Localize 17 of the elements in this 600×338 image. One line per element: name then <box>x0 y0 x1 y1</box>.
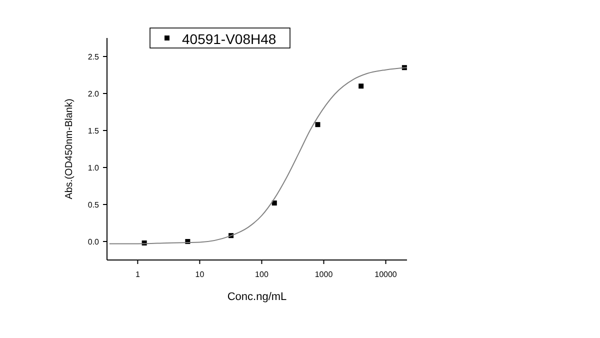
y-tick-label: 1.0 <box>88 164 100 172</box>
x-tick-label: 100 <box>255 270 269 279</box>
x-axis-title: Conc.ng/mL <box>227 291 287 303</box>
x-tick-label: 1000 <box>314 270 334 279</box>
point <box>315 122 320 128</box>
legend-label: 40591-V08H48 <box>182 31 276 47</box>
x-tick-label: 10 <box>195 270 205 279</box>
point <box>358 84 364 89</box>
point <box>272 200 277 206</box>
x-tick-label: 1 <box>135 270 140 279</box>
y-tick-label: 0.5 <box>88 200 100 210</box>
y-tick-label: 2.0 <box>88 90 100 98</box>
y-axis-title: Abs.(OD450nm-Blank) <box>64 98 75 200</box>
y-tick-label: 1.5 <box>88 126 100 136</box>
y-tick-label: 2.5 <box>88 52 100 62</box>
x-tick-label: 10000 <box>374 270 398 279</box>
y-tick-label: 0.0 <box>88 238 100 246</box>
